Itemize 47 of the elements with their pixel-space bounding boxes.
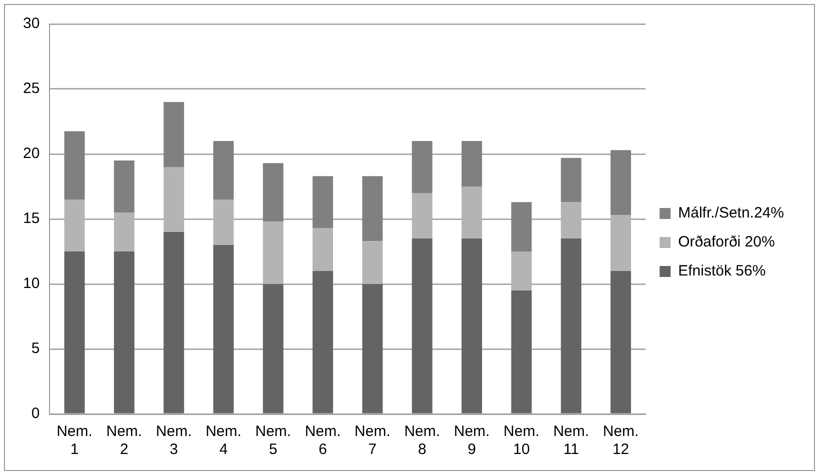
bar: [462, 141, 482, 186]
legend-label: Málfr./Setn.24%: [678, 204, 784, 222]
bar: [362, 284, 383, 414]
bar: [213, 245, 234, 414]
bar: [262, 163, 284, 222]
bar: [560, 238, 582, 414]
bar: [312, 271, 334, 414]
bar: [262, 284, 284, 414]
x-tick-label: Nem. 10: [504, 423, 540, 458]
bar: [114, 252, 134, 414]
bar: [64, 252, 85, 414]
bar: [114, 160, 134, 212]
bar: [560, 158, 582, 202]
y-tick-label: 25: [22, 80, 40, 98]
bar: [511, 202, 532, 252]
x-tick-label: Nem. 2: [106, 423, 142, 458]
legend-label: Orðaforði 20%: [678, 234, 775, 251]
y-tick-label: 20: [22, 145, 40, 162]
x-tick-label: Nem. 4: [206, 423, 242, 458]
bar: [462, 238, 482, 414]
bar: [511, 290, 532, 414]
bar: [412, 238, 432, 414]
x-tick-label: Nem. 12: [602, 423, 639, 458]
bar: [362, 176, 383, 242]
y-tick-label: 0: [31, 405, 40, 422]
legend-label: Efnistök 56%: [678, 262, 766, 280]
x-tick-label: Nem. 8: [404, 423, 440, 458]
bar: [164, 232, 184, 414]
x-tick-label: Nem. 5: [255, 423, 292, 458]
bar: [213, 141, 234, 200]
y-tick-label: 15: [22, 210, 40, 228]
x-tick-label: Nem. 1: [56, 423, 92, 458]
x-tick-label: Nem. 9: [454, 423, 490, 458]
bar: [610, 271, 632, 414]
y-tick-label: 30: [22, 15, 40, 32]
bar: [312, 176, 334, 228]
y-tick-label: 5: [31, 340, 40, 358]
x-tick-label: Nem. 7: [354, 423, 390, 458]
bar: [312, 228, 334, 271]
x-tick-label: Nem. 11: [553, 423, 590, 458]
bar: [610, 150, 632, 216]
bar: [164, 102, 184, 167]
y-tick-label: 10: [22, 275, 40, 292]
x-tick-label: Nem. 3: [156, 423, 192, 458]
x-tick-label: Nem. 6: [304, 423, 341, 458]
bar: [412, 141, 432, 193]
bar: [64, 131, 85, 200]
